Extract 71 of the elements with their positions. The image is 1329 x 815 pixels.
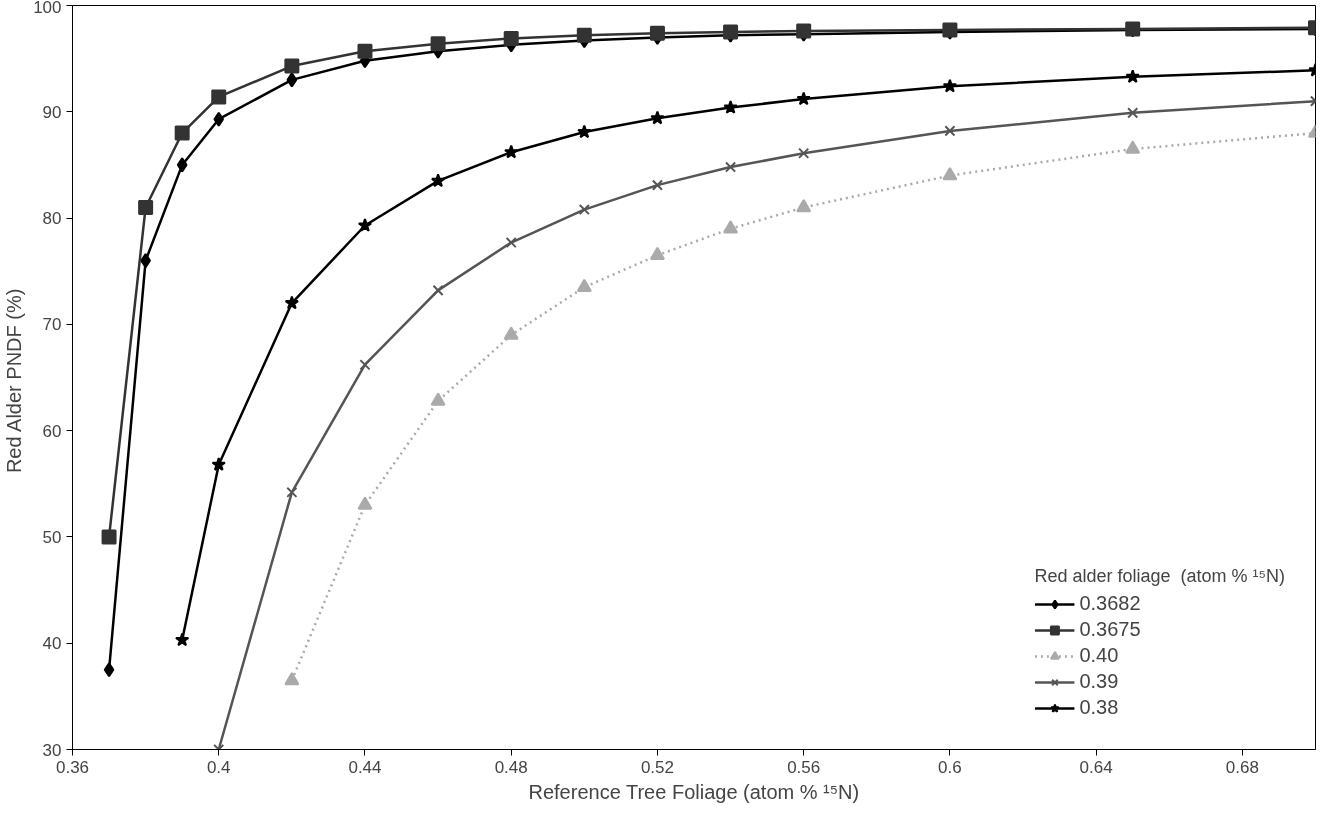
y-tick-label: 60 xyxy=(42,421,62,441)
point xyxy=(649,246,665,261)
point xyxy=(174,125,190,141)
point xyxy=(430,173,446,188)
x-tick-label: 0.64 xyxy=(1079,757,1113,777)
point xyxy=(284,295,300,310)
point xyxy=(357,496,373,510)
x-tick-label: 0.52 xyxy=(640,757,674,777)
point xyxy=(284,58,300,74)
point xyxy=(649,25,665,41)
y-tick-label: 100 xyxy=(33,0,62,17)
y-tick-label: 30 xyxy=(42,740,62,760)
point xyxy=(942,167,958,181)
point xyxy=(432,284,444,296)
point xyxy=(798,147,810,159)
legend-label: 0.3682 xyxy=(1079,592,1141,615)
x-tick-label: 0.68 xyxy=(1225,757,1259,777)
point xyxy=(284,671,300,686)
point xyxy=(430,36,446,52)
point xyxy=(176,157,188,173)
x-tick-label: 0.6 xyxy=(938,757,962,777)
point xyxy=(211,457,226,471)
point xyxy=(944,125,956,137)
point xyxy=(650,110,665,125)
point xyxy=(651,179,664,191)
y-tick-label: 70 xyxy=(42,315,62,335)
point xyxy=(578,203,590,216)
point xyxy=(1125,69,1140,83)
point xyxy=(505,236,517,249)
point xyxy=(504,144,519,159)
point xyxy=(942,78,958,93)
point xyxy=(796,198,812,213)
point xyxy=(577,124,592,139)
point xyxy=(723,100,738,114)
point xyxy=(138,199,154,215)
x-tick-label: 0.44 xyxy=(348,757,382,777)
y-axis-title: Red Alder PNDF (%) xyxy=(3,288,26,474)
point xyxy=(357,218,373,232)
point xyxy=(723,220,739,234)
legend-label: 0.40 xyxy=(1079,644,1119,667)
point xyxy=(213,111,225,127)
point xyxy=(357,43,373,59)
x-axis-title: Reference Tree Foliage (atom % ¹⁵N) xyxy=(528,780,860,803)
point xyxy=(286,72,298,88)
point xyxy=(430,392,446,406)
point xyxy=(359,359,371,371)
point xyxy=(211,89,227,105)
x-tick-label: 0.36 xyxy=(55,757,90,777)
point xyxy=(286,486,298,498)
point xyxy=(174,632,190,647)
point xyxy=(796,91,811,106)
point xyxy=(103,662,115,678)
point xyxy=(1127,107,1139,119)
legend-label: 0.3675 xyxy=(1079,618,1141,641)
x-tick-label: 0.48 xyxy=(494,757,528,777)
legend-label: 0.38 xyxy=(1079,696,1119,719)
x-tick-label: 0.56 xyxy=(787,757,821,777)
y-tick-label: 50 xyxy=(42,527,62,547)
legend-label: 0.39 xyxy=(1079,670,1119,693)
x-tick-label: 0.4 xyxy=(206,757,231,777)
point xyxy=(503,326,519,340)
point xyxy=(724,161,737,173)
point xyxy=(1125,140,1141,154)
y-tick-label: 80 xyxy=(42,209,62,229)
y-tick-label: 90 xyxy=(42,102,62,122)
y-tick-label: 40 xyxy=(42,634,62,654)
legend-title: Red alder foliage (atom % ¹⁵N) xyxy=(1034,566,1285,587)
point xyxy=(576,278,592,292)
point xyxy=(101,529,117,545)
point xyxy=(576,27,592,43)
point xyxy=(503,30,519,46)
